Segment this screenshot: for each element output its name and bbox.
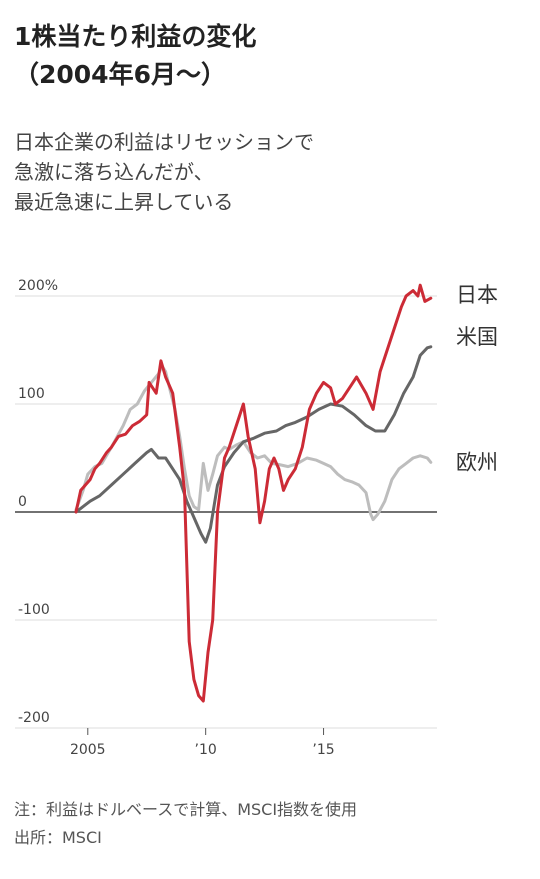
y-tick-label: 100 (18, 386, 45, 402)
x-axis: 2005 ’10 ’15 (70, 728, 335, 758)
series-line-japan (74, 283, 433, 703)
grid-lines (15, 295, 437, 729)
subtitle-line-3: 最近急速に上昇している (14, 190, 234, 214)
series-label-us: 米国 (456, 325, 498, 349)
chart-footer: 注：利益はドルベースで計算、MSCI指数を使用 出所：MSCI (14, 796, 357, 852)
y-axis: 200% 100 0 -100 -200 (18, 278, 58, 726)
series-line-us (74, 345, 433, 544)
chart-subtitle: 日本企業の利益はリセッションで 急激に落ち込んだが、 最近急速に上昇している (14, 127, 514, 217)
series-lines (74, 283, 433, 703)
title-line-2: （2004年6月～） (14, 60, 226, 89)
source-line: 出所：MSCI (14, 828, 102, 847)
chart-title: 1株当たり利益の変化 （2004年6月～） (14, 18, 256, 94)
y-tick-label: -200 (18, 710, 50, 726)
x-tick-label: ’10 (195, 742, 217, 758)
title-line-1: 1株当たり利益の変化 (14, 22, 257, 51)
series-label-japan: 日本 (456, 283, 498, 307)
series-line-europe (74, 364, 433, 522)
x-tick-label: 2005 (70, 742, 106, 758)
y-tick-label: 200% (18, 278, 58, 294)
y-tick-label: -100 (18, 602, 50, 618)
series-label-europe: 欧州 (456, 450, 498, 474)
x-tick-label: ’15 (312, 742, 334, 758)
footnote: 注：利益はドルベースで計算、MSCI指数を使用 (14, 800, 358, 819)
subtitle-line-2: 急激に落ち込んだが、 (14, 160, 214, 184)
subtitle-line-1: 日本企業の利益はリセッションで (14, 130, 314, 154)
y-tick-label: 0 (18, 494, 27, 510)
